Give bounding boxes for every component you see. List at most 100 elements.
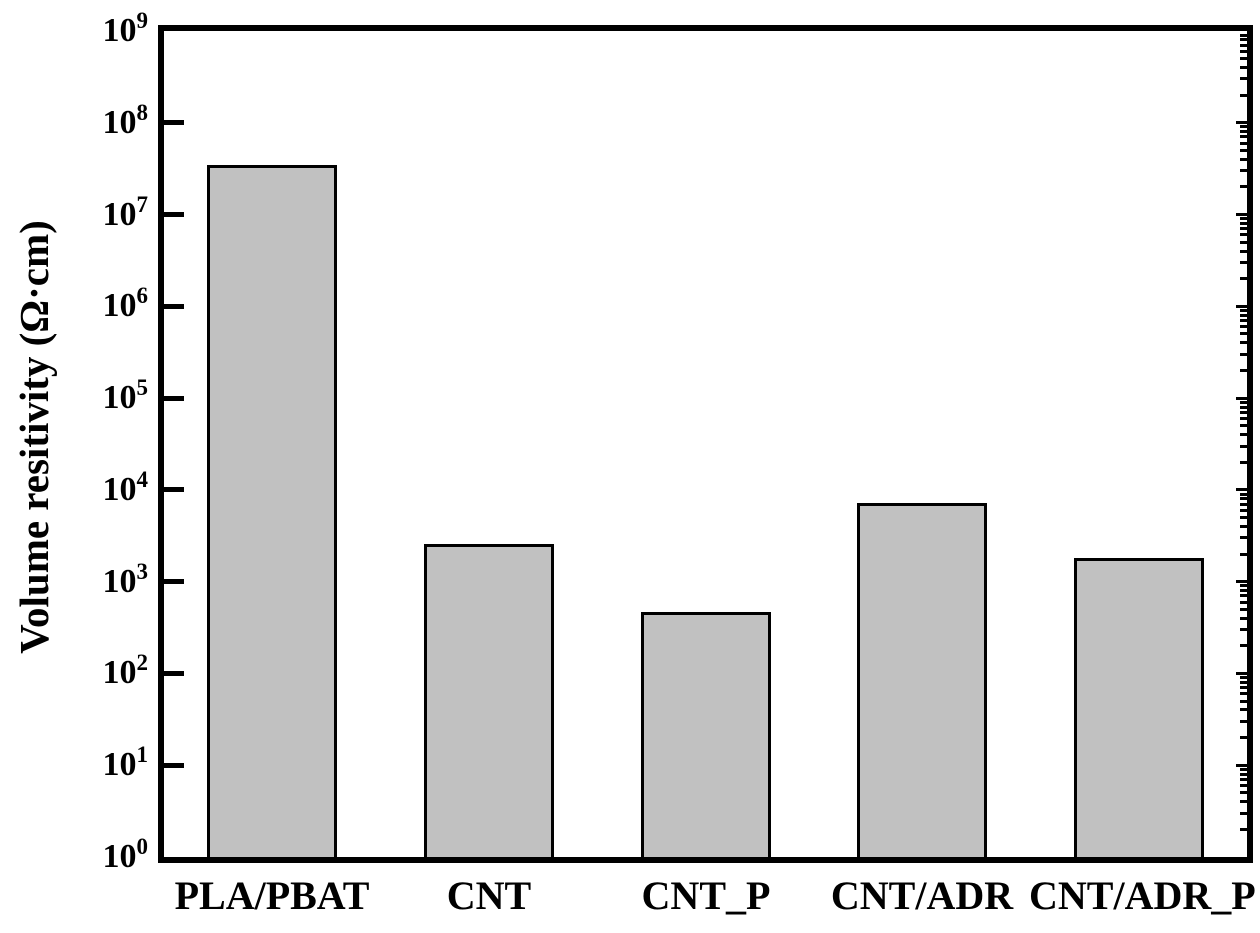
y-minor-tick-6e3 [1240,509,1247,512]
y-minor-tick-6e8 [1240,50,1247,53]
y-minor-tick-2e8 [1240,94,1247,97]
y-minor-tick-5e4 [1240,424,1247,427]
y-minor-tick-4e3 [1240,525,1247,528]
bar-CNT_P [641,612,771,857]
y-minor-tick-9e3 [1240,493,1247,496]
y-minor-tick-2e2 [1240,644,1247,647]
y-tick-label-1e9: 109 [0,9,149,51]
y-minor-tick-6e1 [1240,692,1247,695]
y-tick-exponent: 5 [136,375,149,400]
y-minor-tick-6e4 [1240,417,1247,420]
y-minor-tick-6e6 [1240,233,1247,236]
y-minor-tick-7e5 [1240,319,1247,322]
y-tick-base: 10 [102,563,137,600]
y-right-decade-tick-1e1 [1236,764,1247,767]
y-minor-tick-5e1 [1240,700,1247,703]
y-tick-exponent: 7 [136,192,149,217]
y-right-decade-tick-1e7 [1236,213,1247,216]
y-minor-tick-6e7 [1240,142,1247,145]
y-minor-tick-2e6 [1240,277,1247,280]
y-minor-tick-4e0 [1240,800,1247,803]
y-major-tick-1e1 [164,763,184,768]
y-minor-tick-9e4 [1240,401,1247,404]
y-tick-label-1e4: 104 [0,468,149,510]
y-minor-tick-7e4 [1240,411,1247,414]
y-tick-label-1e1: 101 [0,743,149,785]
y-minor-tick-9e2 [1240,584,1247,587]
y-tick-base: 10 [102,746,137,783]
y-tick-base: 10 [102,12,137,49]
y-tick-label-1e8: 108 [0,100,149,143]
x-tick-label-CNT_P: CNT_P [641,873,771,918]
x-tick-label-CNT/ADR: CNT/ADR [830,873,1014,918]
y-minor-tick-2e3 [1240,553,1247,556]
y-minor-tick-3e8 [1240,77,1247,80]
y-minor-tick-8e3 [1240,497,1247,500]
y-minor-tick-7e7 [1240,135,1247,138]
y-right-decade-tick-1e3 [1236,580,1247,583]
y-minor-tick-9e8 [1240,34,1247,37]
y-minor-tick-3e2 [1240,628,1247,631]
y-minor-tick-3e3 [1240,536,1247,539]
y-minor-tick-5e3 [1240,516,1247,519]
y-tick-exponent: 8 [136,100,149,125]
y-minor-tick-7e3 [1240,503,1247,506]
y-minor-tick-7e2 [1240,594,1247,597]
y-minor-tick-4e7 [1240,158,1247,161]
y-tick-exponent: 2 [136,650,149,675]
y-tick-base: 10 [102,379,137,416]
y-tick-base: 10 [102,654,137,691]
y-major-tick-1e3 [164,579,184,584]
y-minor-tick-5e5 [1240,332,1247,335]
y-minor-tick-7e0 [1240,778,1247,781]
y-tick-exponent: 3 [136,559,149,584]
y-minor-tick-8e0 [1240,773,1247,776]
y-minor-tick-2e0 [1240,828,1247,831]
bar-CNT/ADR [857,503,987,857]
y-minor-tick-9e1 [1240,676,1247,679]
y-tick-base: 10 [102,196,137,233]
y-minor-tick-9e5 [1240,309,1247,312]
y-major-tick-1e8 [164,120,184,125]
y-minor-tick-3e6 [1240,261,1247,264]
y-tick-base: 10 [102,838,137,875]
y-tick-label-1e7: 107 [0,192,149,235]
y-minor-tick-3e5 [1240,353,1247,356]
y-tick-label-1e2: 102 [0,650,149,693]
y-minor-tick-9e7 [1240,125,1247,128]
plot-area [158,25,1253,863]
y-minor-tick-8e1 [1240,681,1247,684]
y-major-tick-1e5 [164,396,184,401]
y-tick-base: 10 [102,471,137,508]
y-minor-tick-4e2 [1240,617,1247,620]
y-major-tick-1e6 [164,304,184,309]
y-tick-exponent: 0 [136,834,149,859]
y-minor-tick-3e1 [1240,720,1247,723]
y-right-decade-tick-1e8 [1236,121,1247,124]
y-minor-tick-7e6 [1240,227,1247,230]
y-minor-tick-8e5 [1240,314,1247,317]
y-minor-tick-5e8 [1240,57,1247,60]
y-minor-tick-7e8 [1240,44,1247,47]
y-major-tick-1e2 [164,671,184,676]
x-tick-label-PLA/PBAT: PLA/PBAT [174,873,370,918]
bar-CNT [424,544,554,857]
y-minor-tick-8e2 [1240,589,1247,592]
y-tick-exponent: 6 [136,283,149,308]
y-right-decade-tick-1e6 [1236,305,1247,308]
y-minor-tick-6e2 [1240,601,1247,604]
y-minor-tick-8e6 [1240,222,1247,225]
y-minor-tick-5e2 [1240,608,1247,611]
y-minor-tick-6e0 [1240,784,1247,787]
y-tick-label-1e6: 106 [0,283,149,326]
y-minor-tick-8e4 [1240,406,1247,409]
y-minor-tick-2e4 [1240,461,1247,464]
y-major-tick-1e4 [164,487,184,492]
y-minor-tick-3e0 [1240,812,1247,815]
y-minor-tick-6e5 [1240,325,1247,328]
y-minor-tick-8e7 [1240,130,1247,133]
y-minor-tick-4e6 [1240,250,1247,253]
y-minor-tick-4e5 [1240,341,1247,344]
y-minor-tick-5e6 [1240,241,1247,244]
